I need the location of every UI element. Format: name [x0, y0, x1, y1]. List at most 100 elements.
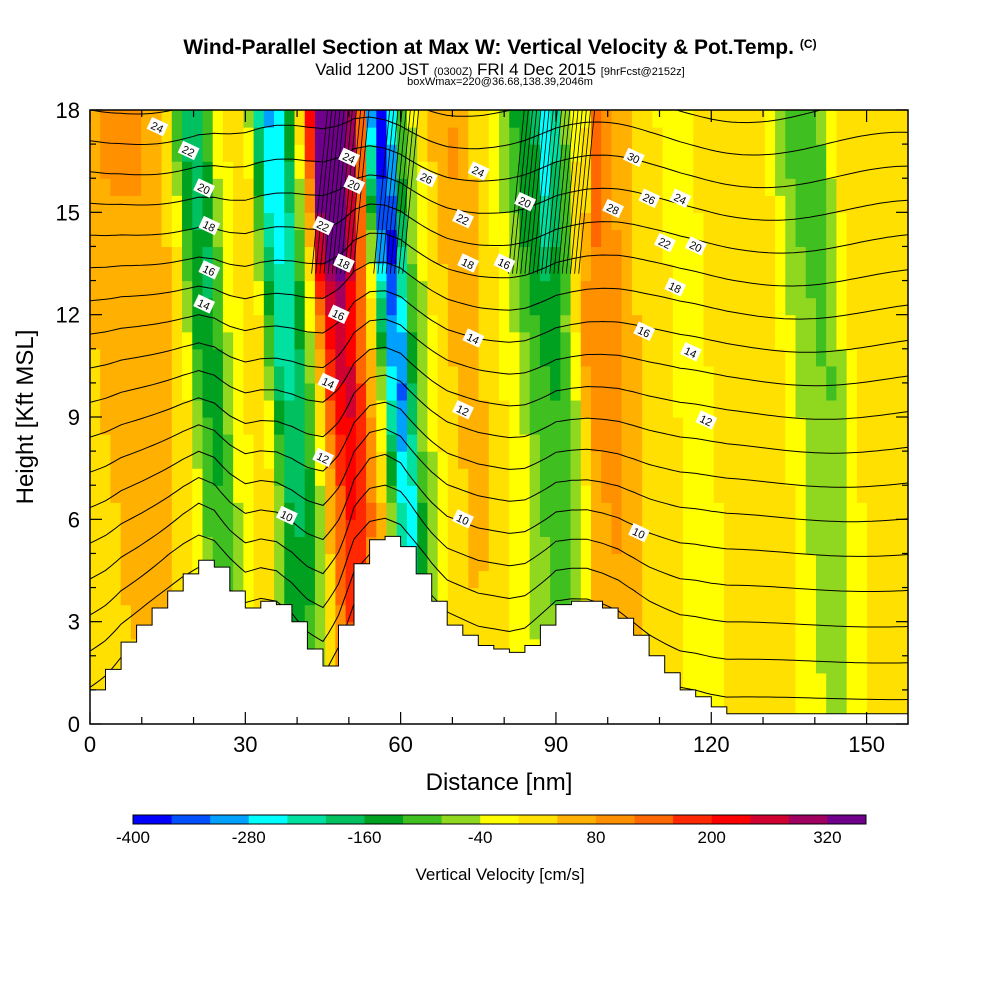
velocity-cell [376, 161, 388, 179]
velocity-cell [580, 178, 592, 196]
velocity-cell [294, 502, 306, 520]
velocity-cell [795, 468, 807, 486]
velocity-cell [601, 451, 613, 469]
velocity-cell [314, 229, 326, 248]
velocity-cell [570, 127, 582, 145]
velocity-cell [294, 365, 306, 384]
velocity-cell [171, 502, 183, 520]
velocity-cell [304, 127, 316, 145]
velocity-cell [478, 348, 490, 367]
velocity-cell [386, 468, 398, 486]
contour-label-box [669, 188, 692, 208]
y-tick-label: 0 [68, 712, 80, 737]
velocity-cell [856, 672, 868, 691]
velocity-cell [662, 417, 674, 435]
velocity-cell [642, 314, 653, 333]
colorbar-tick-label: 200 [697, 828, 725, 847]
velocity-cell [631, 570, 643, 589]
velocity-cell [233, 417, 244, 435]
velocity-cell [662, 621, 674, 640]
velocity-cell [529, 485, 541, 503]
velocity-cell [110, 212, 122, 230]
velocity-cell [355, 246, 367, 265]
velocity-cell [161, 161, 173, 179]
velocity-cell [775, 485, 786, 503]
velocity-cell [437, 314, 449, 333]
velocity-cell [478, 587, 490, 606]
velocity-cell [478, 280, 490, 299]
velocity-cell [161, 399, 173, 418]
velocity-cell [314, 502, 326, 520]
velocity-cell [171, 468, 183, 486]
contour-label-text: 26 [641, 192, 657, 208]
velocity-cell [509, 212, 521, 230]
velocity-cell [161, 144, 173, 162]
velocity-cell [601, 502, 613, 520]
velocity-cell [90, 570, 101, 589]
velocity-cell [764, 434, 776, 452]
velocity-cell [90, 417, 101, 435]
velocity-cell [222, 468, 234, 486]
velocity-cell [355, 417, 367, 435]
velocity-cell [560, 297, 572, 316]
velocity-cell [458, 468, 469, 486]
velocity-cell [202, 331, 214, 350]
velocity-cell [815, 297, 827, 316]
velocity-cell [458, 229, 469, 248]
velocity-cell [683, 280, 694, 299]
velocity-cell [754, 553, 766, 572]
velocity-cell [672, 553, 684, 572]
velocity-cell [171, 246, 183, 265]
velocity-cell [867, 144, 878, 162]
velocity-cell [775, 161, 786, 179]
velocity-cell [274, 468, 285, 486]
velocity-cell [836, 570, 848, 589]
velocity-cell [151, 485, 163, 503]
velocity-cell [192, 399, 204, 418]
velocity-cell [274, 195, 285, 213]
velocity-cell [212, 451, 224, 469]
colorbar-swatch [711, 815, 751, 824]
velocity-cell [202, 434, 214, 452]
velocity-cell [110, 399, 122, 418]
velocity-cell [815, 382, 827, 401]
contour-label-text: 16 [201, 263, 217, 279]
theta-contour [90, 453, 908, 557]
velocity-cell [488, 144, 500, 162]
velocity-cell [591, 280, 602, 299]
velocity-cell [304, 434, 316, 452]
velocity-cell [468, 212, 480, 230]
velocity-cell [683, 110, 694, 128]
velocity-cell [744, 161, 756, 179]
velocity-cell [314, 536, 326, 555]
velocity-cell [335, 348, 347, 367]
velocity-cell [100, 127, 112, 145]
velocity-cell [826, 570, 838, 589]
velocity-cell [846, 246, 858, 265]
velocity-cell [110, 263, 122, 282]
velocity-cell [723, 365, 735, 384]
velocity-cell [253, 331, 265, 350]
velocity-cell [325, 485, 336, 503]
velocity-cell [243, 536, 255, 555]
contour-label: 10 [276, 505, 298, 526]
contour-label: 18 [333, 253, 355, 273]
velocity-cell [366, 246, 377, 265]
contour-label-box [193, 178, 216, 198]
velocity-cell [856, 638, 868, 657]
velocity-cell [580, 212, 592, 230]
velocity-cell [591, 314, 602, 333]
velocity-cell [325, 280, 336, 299]
velocity-cell [846, 485, 858, 503]
velocity-cell [120, 127, 132, 145]
velocity-cell [621, 263, 633, 282]
theta-contour [561, 110, 579, 274]
velocity-cell [130, 570, 142, 589]
velocity-cell [631, 553, 643, 572]
contour-label-text: 24 [149, 120, 165, 136]
velocity-cell [795, 570, 807, 589]
velocity-cell [642, 519, 653, 537]
velocity-cell [785, 536, 797, 555]
theta-contour [90, 517, 908, 628]
x-tick-label: 120 [693, 732, 730, 757]
